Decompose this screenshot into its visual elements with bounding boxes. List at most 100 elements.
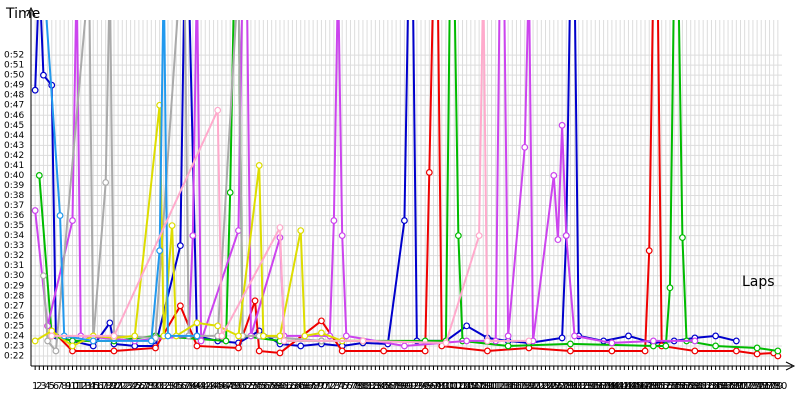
x-tick-label: 157 bbox=[673, 381, 692, 392]
point bbox=[558, 334, 566, 342]
point bbox=[110, 347, 118, 355]
point bbox=[48, 332, 56, 340]
point bbox=[56, 212, 64, 219]
x-tick-label: 93 bbox=[411, 381, 424, 392]
y-tick-label: 0:46 bbox=[4, 111, 24, 121]
axes: Time Laps bbox=[5, 6, 796, 371]
x-tick-label: 144 bbox=[619, 381, 638, 392]
point bbox=[255, 347, 263, 355]
x-tick-label: 151 bbox=[648, 381, 667, 392]
point bbox=[176, 302, 184, 310]
x-tick-label: 73 bbox=[328, 381, 341, 392]
x-tick-label: 155 bbox=[665, 381, 684, 392]
series-layer bbox=[31, 20, 782, 360]
x-tick-label: 69 bbox=[311, 381, 324, 392]
x-tick-label: 32 bbox=[157, 381, 170, 392]
x-tick-label: 74 bbox=[332, 381, 345, 392]
point bbox=[276, 224, 284, 232]
y-tick-label: 0:25 bbox=[4, 321, 24, 331]
x-tick-label: 48 bbox=[224, 381, 237, 392]
point bbox=[276, 349, 284, 357]
x-tick-label: 45 bbox=[211, 381, 224, 392]
x-tick-label: 57 bbox=[261, 381, 274, 392]
point bbox=[691, 347, 699, 355]
x-tick-label: 39 bbox=[186, 381, 199, 392]
x-tick-label: 168 bbox=[719, 381, 738, 392]
point bbox=[222, 337, 230, 345]
x-tick-label: 150 bbox=[644, 381, 663, 392]
tick-labels: 0:220:230:240:250:260:270:280:290:300:31… bbox=[4, 51, 787, 392]
point bbox=[454, 232, 462, 240]
point bbox=[69, 217, 76, 224]
x-tick-label: 139 bbox=[598, 381, 617, 392]
point bbox=[666, 284, 674, 292]
point bbox=[89, 337, 97, 345]
point bbox=[318, 317, 325, 325]
point bbox=[330, 217, 338, 224]
y-tick-label: 0:41 bbox=[4, 161, 24, 171]
x-tick-label: 1 bbox=[32, 381, 38, 392]
x-tick-label: 116 bbox=[503, 381, 522, 392]
x-tick-label: 33 bbox=[162, 381, 175, 392]
point bbox=[40, 71, 47, 79]
x-tick-label: 134 bbox=[577, 381, 596, 392]
point bbox=[131, 332, 139, 340]
x-tick-label: 5 bbox=[49, 381, 55, 392]
x-axis-title: Laps bbox=[742, 274, 775, 290]
x-tick-label: 8 bbox=[61, 381, 67, 392]
x-tick-label: 54 bbox=[249, 381, 262, 392]
x-tick-label: 81 bbox=[361, 381, 374, 392]
x-tick-label: 84 bbox=[373, 381, 386, 392]
x-tick-label: 53 bbox=[245, 381, 258, 392]
y-tick-label: 0:29 bbox=[4, 281, 24, 291]
x-tick-label: 19 bbox=[103, 381, 116, 392]
point bbox=[550, 172, 558, 179]
point bbox=[484, 337, 491, 345]
y-tick-label: 0:47 bbox=[4, 101, 24, 111]
x-tick-label: 142 bbox=[611, 381, 630, 392]
x-tick-label: 164 bbox=[702, 381, 721, 392]
point bbox=[571, 332, 578, 340]
point bbox=[297, 227, 305, 235]
y-tick-label: 0:23 bbox=[4, 341, 24, 351]
x-tick-label: 131 bbox=[565, 381, 584, 392]
x-tick-label: 133 bbox=[573, 381, 592, 392]
x-tick-label: 3 bbox=[40, 381, 46, 392]
point bbox=[226, 189, 234, 196]
point bbox=[425, 169, 433, 176]
x-tick-label: 147 bbox=[631, 381, 650, 392]
x-tick-label: 118 bbox=[511, 381, 530, 392]
series-line bbox=[34, 20, 737, 348]
y-tick-label: 0:37 bbox=[4, 201, 24, 211]
point bbox=[625, 332, 632, 340]
y-tick-label: 0:42 bbox=[4, 151, 24, 161]
y-arrow bbox=[26, 6, 36, 17]
y-tick-label: 0:45 bbox=[4, 121, 24, 131]
x-tick-label: 120 bbox=[519, 381, 538, 392]
x-tick-label: 122 bbox=[528, 381, 547, 392]
x-tick-label: 138 bbox=[594, 381, 613, 392]
x-tick-label: 41 bbox=[195, 381, 208, 392]
x-tick-label: 148 bbox=[636, 381, 655, 392]
point bbox=[554, 236, 562, 244]
x-tick-label: 136 bbox=[586, 381, 605, 392]
x-tick-label: 163 bbox=[698, 381, 717, 392]
y-tick-label: 0:24 bbox=[4, 331, 24, 341]
x-tick-label: 180 bbox=[768, 381, 787, 392]
x-tick-label: 44 bbox=[207, 381, 220, 392]
point bbox=[712, 342, 720, 350]
point bbox=[608, 347, 616, 355]
x-tick-label: 16 bbox=[91, 381, 104, 392]
x-tick-label: 77 bbox=[344, 381, 357, 392]
x-tick-label: 160 bbox=[685, 381, 704, 392]
x-tick-label: 117 bbox=[507, 381, 526, 392]
x-tick-label: 56 bbox=[257, 381, 270, 392]
point bbox=[102, 179, 110, 186]
x-tick-label: 86 bbox=[381, 381, 394, 392]
x-tick-label: 152 bbox=[652, 381, 671, 392]
x-tick-label: 38 bbox=[182, 381, 195, 392]
point bbox=[401, 217, 408, 224]
x-tick-label: 75 bbox=[336, 381, 349, 392]
x-tick-label: 26 bbox=[133, 381, 146, 392]
